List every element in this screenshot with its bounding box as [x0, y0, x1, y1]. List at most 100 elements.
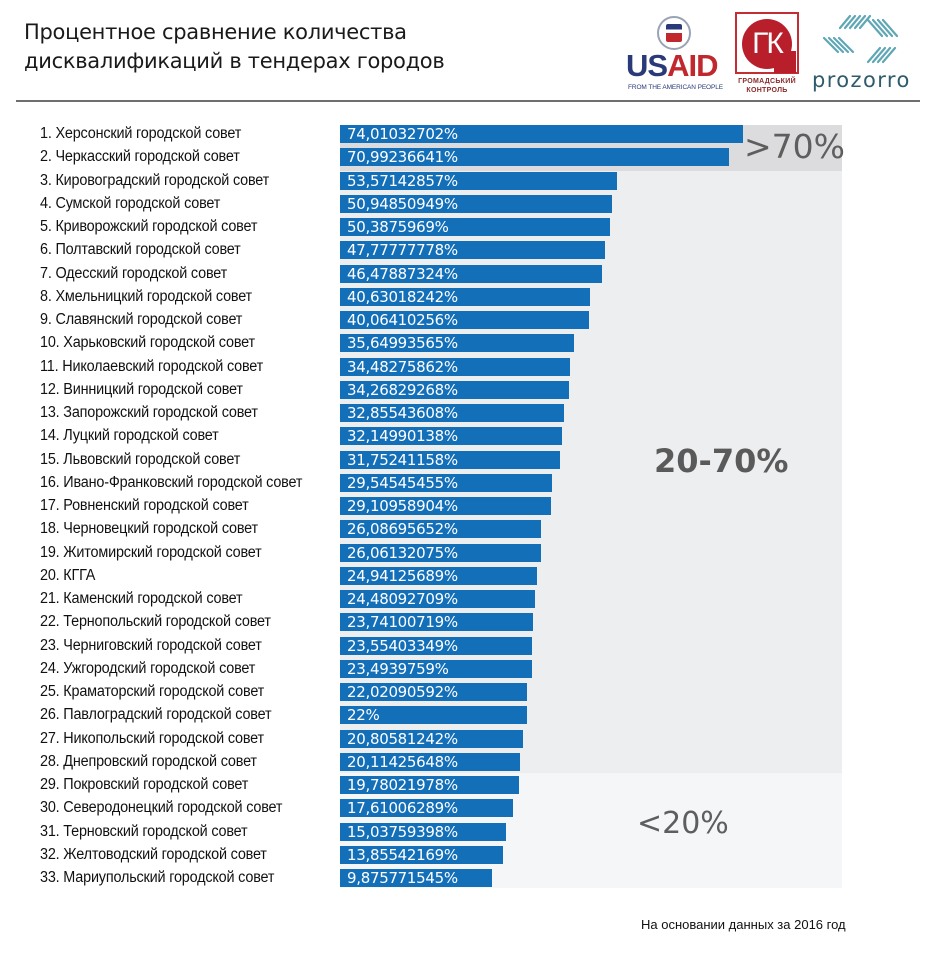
bar-value-label: 22,02090592%: [347, 683, 458, 701]
bar-value-label: 31,75241158%: [347, 450, 458, 469]
data-source-footnote: На основании данных за 2016 год: [641, 917, 846, 932]
category-label: 28. Днепровский городской совет: [40, 752, 257, 770]
category-label: 27. Никопольский городской совет: [40, 729, 264, 747]
bar: [340, 450, 561, 469]
bar-value-label: 47,77777778%: [347, 241, 458, 260]
bar-value-label: 29,10958904%: [347, 497, 458, 515]
bar-value-label: 50,3875969%: [347, 218, 449, 236]
category-label: 29. Покровский городской совет: [40, 776, 249, 793]
bar-value-label: 24,48092709%: [347, 590, 458, 608]
bar-value-label: 20,11425648%: [347, 752, 458, 771]
bar-value-label: 53,57142857%: [347, 171, 458, 190]
bar-value-label: 35,64993565%: [347, 334, 458, 353]
bar-value-label: 23,55403349%: [347, 636, 458, 655]
bar-value-label: 17,61006289%: [347, 799, 458, 818]
bar-value-label: 26,08695652%: [347, 520, 458, 539]
category-label: 6. Полтавский городской совет: [40, 241, 241, 259]
bar-value-label: 40,06410256%: [347, 311, 458, 329]
prozorro-logo: prozorro: [808, 12, 918, 96]
category-label: 7. Одесский городской совет: [40, 264, 228, 282]
bar: [340, 776, 520, 794]
category-label: 24. Ужгородский городской совет: [40, 659, 256, 677]
category-label: 16. Ивано-Франковский городской совет: [40, 473, 303, 491]
category-label: 17. Ровненский городской совет: [40, 497, 249, 514]
category-label: 12. Винницкий городской совет: [40, 380, 243, 398]
bar: [340, 845, 503, 864]
zone-label-above-70: >70%: [744, 127, 845, 166]
category-label: 15. Львовский городской совет: [40, 450, 241, 468]
bar: [340, 869, 492, 887]
zone-label-below-20: <20%: [637, 806, 729, 841]
bar: [340, 683, 527, 701]
category-label: 14. Луцкий городской совет: [40, 427, 219, 445]
category-label: 32. Желтоводский городской совет: [40, 845, 267, 863]
bar-value-label: 13,85542169%: [347, 845, 458, 864]
bar-value-label: 22%: [347, 706, 380, 725]
bar-value-label: 19,78021978%: [347, 776, 458, 794]
usaid-seal-icon: [657, 16, 691, 50]
category-label: 10. Харьковский городской совет: [40, 334, 255, 352]
bar-value-label: 9,875771545%: [347, 869, 458, 887]
usaid-word-us: US: [626, 48, 668, 83]
bar: [340, 264, 603, 283]
bar-value-label: 46,47887324%: [347, 264, 458, 283]
bar-value-label: 23,74100719%: [347, 613, 458, 632]
bar-value-label: 32,85543608%: [347, 404, 458, 422]
usaid-logo: USAID FROM THE AMERICAN PEOPLE: [624, 14, 724, 94]
category-label: 5. Криворожский городской совет: [40, 218, 258, 235]
bar: [340, 311, 590, 329]
category-label: 25. Краматорский городской совет: [40, 683, 265, 700]
bar-value-label: 40,63018242%: [347, 287, 458, 306]
prozorro-wordmark: prozorro: [812, 68, 911, 92]
bar: [340, 729, 523, 748]
bar: [340, 822, 507, 841]
bar-value-label: 15,03759398%: [347, 822, 458, 841]
bar: [340, 218, 611, 236]
bar: [340, 706, 527, 725]
bar: [340, 171, 617, 190]
bar: [340, 473, 553, 492]
category-label: 13. Запорожский городской совет: [40, 404, 258, 421]
bar: [340, 287, 591, 306]
prozorro-mark-icon: [822, 14, 899, 64]
bar-value-label: 34,26829268%: [347, 380, 458, 399]
bar-value-label: 20,80581242%: [347, 729, 458, 748]
bar: [340, 752, 521, 771]
usaid-tagline: FROM THE AMERICAN PEOPLE: [628, 84, 723, 91]
category-label: 19. Житомирский городской совет: [40, 543, 262, 561]
bar: [340, 799, 514, 818]
title-line-2: дисквалификаций в тендерах городов: [24, 49, 445, 73]
bar: [340, 334, 574, 353]
category-label: 26. Павлоградский городской совет: [40, 706, 272, 724]
bar-value-label: 50,94850949%: [347, 194, 458, 213]
zone-label-20-70: 20-70%: [654, 442, 789, 480]
bar-value-label: 24,94125689%: [347, 566, 458, 585]
category-label: 22. Тернопольский городской совет: [40, 613, 271, 631]
gromadskyi-kontrol-logo: ГК ГРОМАДСЬКИЙ КОНТРОЛЬ: [735, 12, 801, 96]
bar: [340, 194, 612, 213]
title-line-1: Процентное сравнение количества: [24, 20, 407, 44]
bar-value-label: 26,06132075%: [347, 543, 458, 562]
bar: [340, 543, 541, 562]
bar: [340, 636, 533, 655]
gk-label-line-1: ГРОМАДСЬКИЙ: [738, 78, 796, 85]
category-label: 4. Сумской городской совет: [40, 194, 221, 212]
category-label: 3. Кировоградский городской совет: [40, 171, 270, 189]
bar-value-label: 32,14990138%: [347, 427, 458, 446]
bar: [340, 659, 532, 678]
bar: [340, 497, 551, 515]
category-label: 20. КГГА: [40, 566, 96, 584]
category-label: 31. Терновский городской совет: [40, 822, 248, 840]
category-label: 1. Херсонский городской совет: [40, 125, 242, 142]
category-label: 33. Мариупольский городской совет: [40, 869, 275, 886]
category-label: 21. Каменский городской совет: [40, 590, 243, 607]
category-label: 30. Северодонецкий городской совет: [40, 799, 283, 817]
category-label: 23. Черниговский городской совет: [40, 636, 262, 654]
bar-value-label: 70,99236641%: [347, 148, 458, 167]
category-label: 9. Славянский городской совет: [40, 311, 243, 328]
bar: [340, 427, 562, 446]
bar-value-label: 29,54545455%: [347, 473, 458, 492]
bar: [340, 520, 541, 539]
bar-value-label: 34,48275862%: [347, 357, 458, 376]
category-label: 11. Николаевский городской совет: [40, 357, 264, 375]
